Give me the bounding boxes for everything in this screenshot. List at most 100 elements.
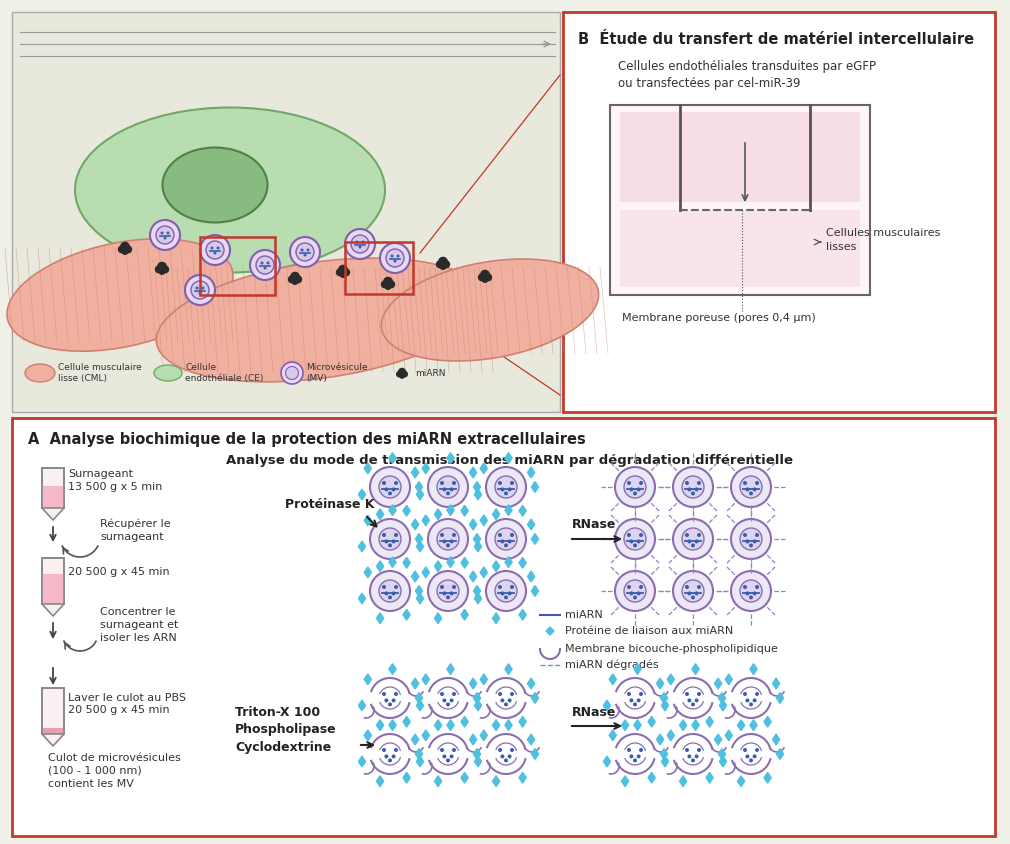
Text: A  Analyse biochimique de la protection des miARN extracellulaires: A Analyse biochimique de la protection d… xyxy=(28,432,586,447)
Circle shape xyxy=(688,698,692,702)
Polygon shape xyxy=(474,533,481,544)
Polygon shape xyxy=(603,756,611,767)
Polygon shape xyxy=(365,730,372,741)
Polygon shape xyxy=(662,756,669,767)
Circle shape xyxy=(396,371,403,377)
Circle shape xyxy=(629,487,633,491)
Circle shape xyxy=(508,487,512,491)
Circle shape xyxy=(200,235,230,265)
Circle shape xyxy=(639,481,643,485)
Circle shape xyxy=(639,585,643,589)
Circle shape xyxy=(439,263,446,270)
Circle shape xyxy=(388,595,392,599)
Polygon shape xyxy=(493,720,500,731)
Circle shape xyxy=(504,702,508,706)
Polygon shape xyxy=(680,776,687,787)
Polygon shape xyxy=(359,701,366,711)
Circle shape xyxy=(673,467,713,507)
Circle shape xyxy=(210,246,213,250)
Circle shape xyxy=(498,481,502,485)
Polygon shape xyxy=(359,593,366,604)
Polygon shape xyxy=(434,613,441,624)
Polygon shape xyxy=(719,756,726,767)
Circle shape xyxy=(688,592,692,595)
Circle shape xyxy=(633,491,637,495)
Polygon shape xyxy=(714,734,722,745)
Circle shape xyxy=(504,491,508,495)
Circle shape xyxy=(682,528,704,550)
Circle shape xyxy=(370,467,410,507)
Text: RNase: RNase xyxy=(572,706,616,718)
Circle shape xyxy=(498,533,502,537)
Polygon shape xyxy=(470,678,477,689)
Circle shape xyxy=(624,580,646,602)
Text: B  Étude du transfert de matériel intercellulaire: B Étude du transfert de matériel interce… xyxy=(578,32,974,47)
Polygon shape xyxy=(475,593,482,604)
Circle shape xyxy=(196,286,199,289)
Circle shape xyxy=(379,476,401,498)
Circle shape xyxy=(480,270,490,279)
Polygon shape xyxy=(527,734,534,745)
Circle shape xyxy=(379,528,401,550)
Circle shape xyxy=(449,592,453,595)
Polygon shape xyxy=(661,749,668,760)
Circle shape xyxy=(498,692,502,696)
Polygon shape xyxy=(416,756,423,767)
Circle shape xyxy=(508,592,512,595)
Circle shape xyxy=(685,692,689,696)
Circle shape xyxy=(446,759,450,762)
Circle shape xyxy=(185,275,215,305)
Circle shape xyxy=(388,544,392,548)
Bar xyxy=(42,688,64,734)
Circle shape xyxy=(296,243,314,261)
Circle shape xyxy=(624,476,646,498)
Circle shape xyxy=(498,748,502,752)
Text: miARN: miARN xyxy=(565,610,603,620)
Circle shape xyxy=(442,698,446,702)
Circle shape xyxy=(695,592,699,595)
Circle shape xyxy=(150,220,180,250)
Polygon shape xyxy=(434,720,441,731)
Circle shape xyxy=(495,528,517,550)
Circle shape xyxy=(691,759,695,762)
Circle shape xyxy=(697,748,701,752)
Circle shape xyxy=(452,748,456,752)
Circle shape xyxy=(740,580,762,602)
Polygon shape xyxy=(365,567,372,578)
Polygon shape xyxy=(470,571,477,582)
Circle shape xyxy=(392,755,396,759)
Circle shape xyxy=(627,533,631,537)
Polygon shape xyxy=(377,720,384,731)
Circle shape xyxy=(370,519,410,559)
Bar xyxy=(610,105,870,295)
Ellipse shape xyxy=(163,148,268,223)
Polygon shape xyxy=(475,490,482,500)
Polygon shape xyxy=(531,586,538,597)
Text: 20 500 g x 45 min: 20 500 g x 45 min xyxy=(68,567,170,577)
Text: Cellule
endothéliale (CE): Cellule endothéliale (CE) xyxy=(185,363,264,383)
Polygon shape xyxy=(493,509,500,520)
Circle shape xyxy=(731,467,771,507)
Circle shape xyxy=(510,692,514,696)
Polygon shape xyxy=(546,627,554,635)
Polygon shape xyxy=(365,463,372,473)
Circle shape xyxy=(124,246,132,253)
Polygon shape xyxy=(415,482,422,492)
Circle shape xyxy=(752,539,756,544)
Polygon shape xyxy=(411,571,419,582)
Circle shape xyxy=(157,262,167,272)
Circle shape xyxy=(685,748,689,752)
Circle shape xyxy=(442,487,446,491)
Polygon shape xyxy=(403,557,410,568)
Ellipse shape xyxy=(7,239,233,351)
Bar xyxy=(42,486,64,508)
Text: Protéinase K: Protéinase K xyxy=(285,499,375,511)
Polygon shape xyxy=(662,701,669,711)
Polygon shape xyxy=(505,720,512,731)
Circle shape xyxy=(627,692,631,696)
Polygon shape xyxy=(447,663,454,674)
Circle shape xyxy=(486,571,526,611)
Polygon shape xyxy=(359,756,366,767)
Polygon shape xyxy=(416,541,423,552)
Circle shape xyxy=(213,252,216,255)
